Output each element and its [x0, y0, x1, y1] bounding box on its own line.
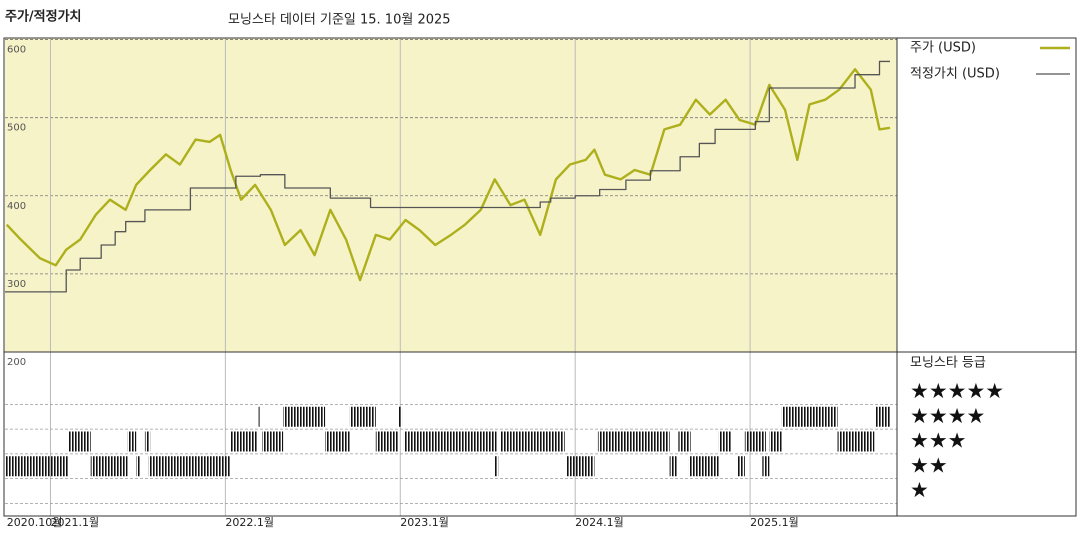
frame: [3, 37, 1077, 517]
x-tick-label: 2022.1월: [225, 516, 274, 529]
rating-segment: [737, 456, 745, 477]
rating-segment: [230, 431, 257, 452]
rating-level: ★★★★★: [910, 379, 1004, 403]
rating-segment: [837, 431, 875, 452]
rating-level: ★★★: [910, 429, 966, 453]
plot-background: [5, 38, 897, 352]
rating-segment: [349, 406, 376, 427]
rating-segment: [781, 406, 838, 427]
rating-segment: [744, 431, 766, 452]
y-tick-label: 300: [7, 279, 26, 290]
rating-segment: [283, 406, 326, 427]
y-tick-label: 600: [7, 45, 26, 56]
rating-segment: [90, 456, 128, 477]
x-tick-label: 2025.1월: [750, 516, 799, 529]
rating-segment: [566, 456, 595, 477]
rating-segment: [67, 431, 91, 452]
x-tick-label: 2020.10월: [7, 516, 63, 529]
rating-segment: [262, 431, 284, 452]
fair-value-line: [5, 60, 891, 293]
y-tick-label: 400: [7, 201, 26, 212]
rating-level: ★★★★: [910, 404, 985, 428]
rating-segment: [136, 456, 140, 477]
rating-segment: [5, 456, 68, 477]
y-tick-label: 200: [7, 357, 26, 368]
rating-segment: [762, 456, 770, 477]
rating-segment: [398, 406, 403, 427]
chart-title: 주가/적정가치: [5, 9, 82, 25]
chart-subtitle: 모닝스타 데이터 기준일 15. 10월 2025: [228, 13, 451, 28]
rating-level: ★: [910, 478, 929, 502]
legend-label: 주가 (USD): [910, 41, 976, 56]
rating-segment: [876, 406, 891, 427]
rating-segment: [597, 431, 670, 452]
rating-segment: [127, 431, 137, 452]
rating-segment: [718, 431, 731, 452]
rating-segment: [678, 431, 691, 452]
price-line: [5, 68, 891, 282]
rating-segment: [499, 431, 565, 452]
rating-segment: [325, 431, 350, 452]
rating-segment: [688, 456, 719, 477]
y-tick-label: 500: [7, 123, 26, 134]
rating-segment: [258, 406, 261, 427]
rating-segment: [669, 456, 677, 477]
rating-segment: [148, 456, 231, 477]
x-tick-label: 2024.1월: [575, 516, 624, 529]
rating-segment: [403, 431, 497, 452]
rating-segment: [769, 431, 782, 452]
rating-title: 모닝스타 등급: [910, 356, 986, 371]
legend-label: 적정가치 (USD): [910, 67, 1000, 82]
x-tick-label: 2023.1월: [400, 516, 449, 529]
rating-segment: [494, 456, 499, 477]
rating-level: ★★: [910, 453, 948, 477]
rating-segment: [375, 431, 399, 452]
x-tick-label: 2021.1월: [50, 516, 99, 529]
rating-segment: [144, 431, 151, 452]
